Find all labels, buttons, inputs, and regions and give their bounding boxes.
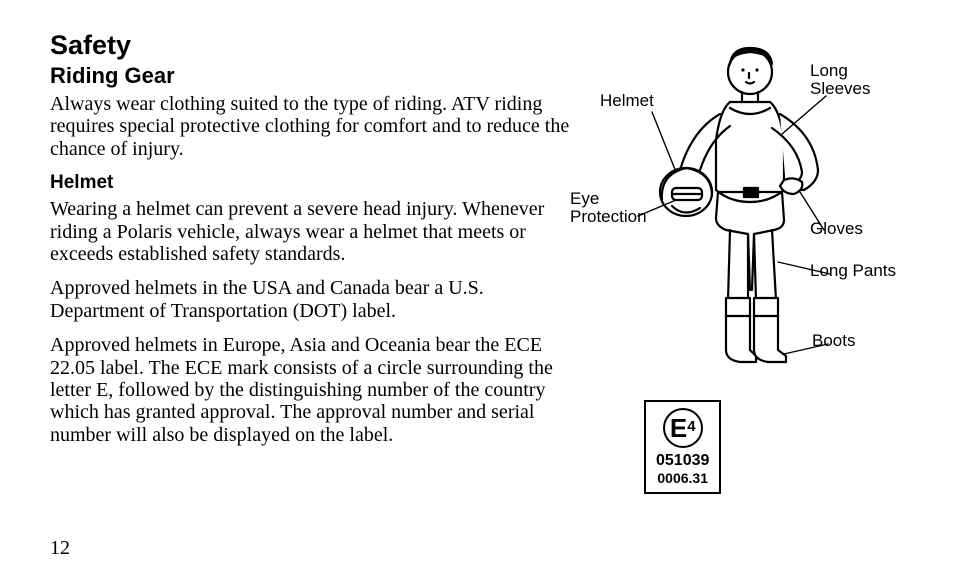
paragraph-helmet-2: Approved helmets in the USA and Canada b…: [50, 277, 570, 322]
callout-eye-protection: Eye Protection: [570, 190, 647, 226]
ece-serial-number: 0006.31: [656, 470, 709, 486]
callout-long-sleeves: Long Sleeves: [810, 62, 870, 98]
ece-mark-circle: E4: [663, 408, 703, 448]
paragraph-helmet-3: Approved helmets in Europe, Asia and Oce…: [50, 334, 570, 446]
ece-mark-box: E4 051039 0006.31: [644, 400, 721, 494]
paragraph-intro: Always wear clothing suited to the type …: [50, 93, 570, 160]
figure-column: Helmet Long Sleeves Eye Protection Glove…: [580, 30, 918, 458]
page-number: 12: [50, 537, 70, 560]
callout-long-pants: Long Pants: [810, 262, 896, 280]
callout-gloves: Gloves: [810, 220, 863, 238]
heading-helmet: Helmet: [50, 172, 570, 194]
ece-country-number: 4: [687, 419, 695, 434]
heading-safety: Safety: [50, 30, 570, 61]
heading-riding-gear: Riding Gear: [50, 63, 570, 89]
text-column: Safety Riding Gear Always wear clothing …: [50, 30, 570, 458]
ece-approval-number: 051039: [656, 452, 709, 470]
ece-letter: E: [670, 415, 687, 441]
callout-helmet: Helmet: [600, 92, 654, 110]
paragraph-helmet-1: Wearing a helmet can prevent a severe he…: [50, 198, 570, 265]
callout-boots: Boots: [812, 332, 855, 350]
